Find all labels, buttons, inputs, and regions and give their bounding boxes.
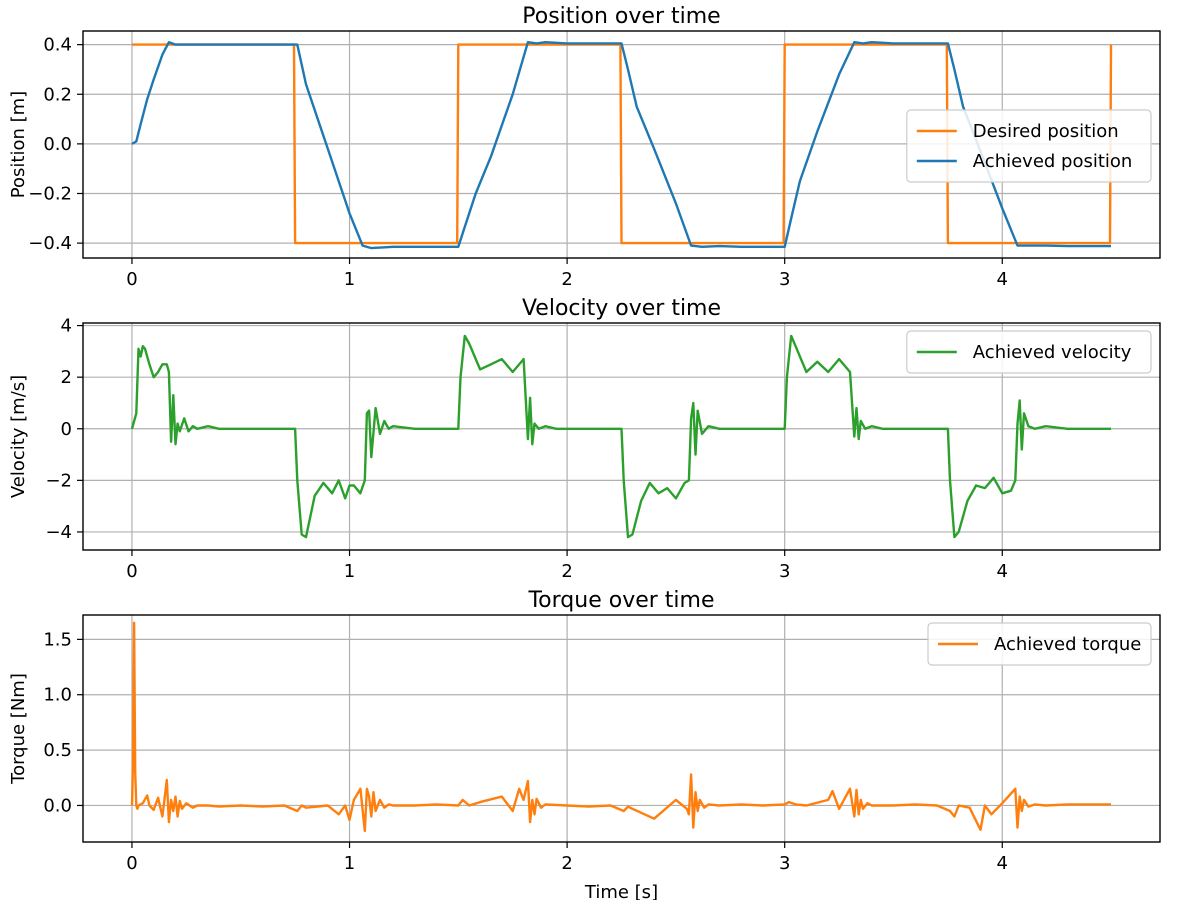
y-tick-label: 0.5 (43, 740, 72, 761)
y-tick-label: −0.4 (28, 233, 72, 254)
legend-label: Desired position (973, 121, 1119, 142)
axes-frame (82, 30, 1161, 259)
series-line-achieved-torque (130, 621, 1111, 833)
x-axis-label: Time [s] (584, 882, 658, 900)
x-tick-label: 2 (561, 853, 572, 874)
axes-frame (82, 322, 1161, 551)
legend-label: Achieved torque (994, 634, 1141, 655)
x-tick-label: 2 (561, 269, 572, 290)
y-tick-label: 1.0 (43, 685, 72, 706)
y-axis-label: Torque [Nm] (8, 673, 29, 785)
axes-frame (82, 614, 1161, 843)
y-tick-label: −0.2 (28, 183, 72, 204)
legend-box (927, 622, 1152, 666)
legend: Desired position Achieved position (906, 109, 1152, 183)
y-axis-label: Velocity [m/s] (8, 375, 29, 498)
y-tick-label: −4 (45, 522, 72, 543)
series-line-desired-position (132, 43, 1113, 245)
legend: Achieved torque (927, 622, 1152, 666)
chart-title: Torque over time (527, 588, 714, 613)
x-tick-label: 4 (997, 561, 1008, 582)
x-tick-label: 1 (344, 853, 355, 874)
y-tick-label: 2 (61, 367, 72, 388)
legend-box (906, 109, 1152, 183)
y-tick-label: −2 (45, 470, 72, 491)
x-tick-label: 4 (997, 853, 1008, 874)
y-axis-label: Position [m] (8, 91, 29, 198)
y-tick-label: 0.0 (43, 134, 72, 155)
x-tick-label: 3 (779, 269, 790, 290)
legend-label: Achieved velocity (973, 342, 1132, 363)
torque-chart: 0 1 2 3 4 1.5 1.0 0.5 0.0 Torque over time Torque … (8, 588, 1161, 900)
y-tick-label: 0 (61, 419, 72, 440)
y-tick-label: 0.4 (43, 35, 72, 56)
y-tick-label: 1.5 (43, 629, 72, 650)
x-tick-label: 1 (344, 561, 355, 582)
x-tick-label: 2 (561, 561, 572, 582)
x-tick-label: 3 (779, 561, 790, 582)
x-tick-label: 3 (779, 853, 790, 874)
x-tick-label: 0 (126, 853, 137, 874)
position-chart: 0 1 2 3 4 0.4 0.2 0.0 −0.2 −0.4 Position over time… (8, 4, 1161, 290)
x-tick-label: 0 (126, 561, 137, 582)
chart-title: Position over time (522, 4, 720, 29)
y-tick-label: 0.2 (43, 84, 72, 105)
series-line-achieved-position (131, 41, 1111, 250)
y-tick-label: 0.0 (43, 795, 72, 816)
x-tick-label: 1 (344, 269, 355, 290)
velocity-chart: 0 1 2 3 4 4 2 0 −2 −4 Velocity over time Velocity [… (8, 296, 1161, 582)
chart-title: Velocity over time (522, 296, 721, 321)
y-tick-label: 4 (61, 316, 72, 337)
legend: Achieved velocity (906, 330, 1152, 374)
x-tick-label: 4 (997, 269, 1008, 290)
legend-label: Achieved position (973, 151, 1133, 172)
series-line-achieved-velocity (130, 334, 1111, 539)
legend-box (906, 330, 1152, 374)
x-tick-label: 0 (126, 269, 137, 290)
